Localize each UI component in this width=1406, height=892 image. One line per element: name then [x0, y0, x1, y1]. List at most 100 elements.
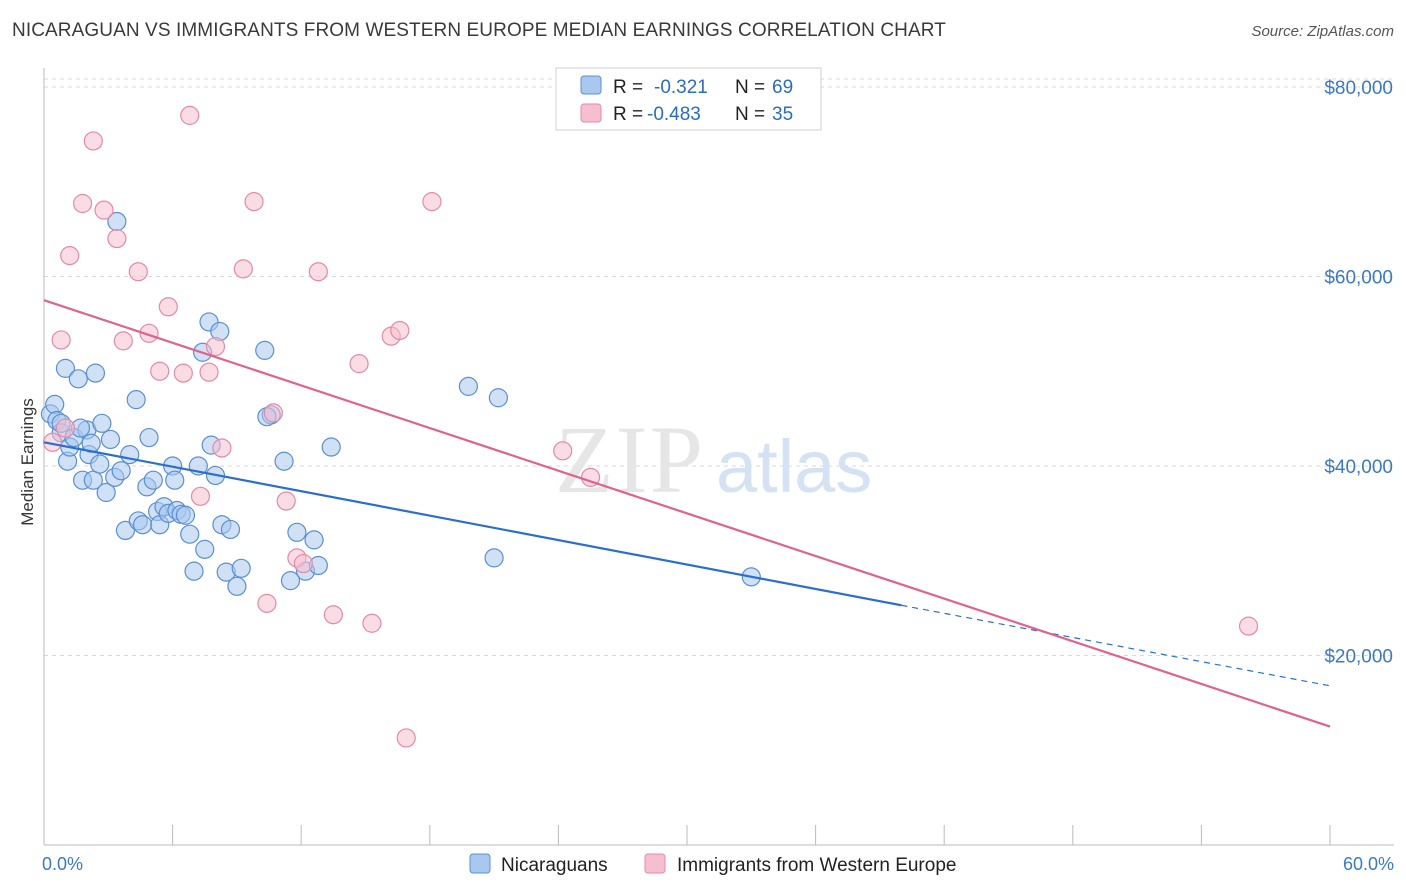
- point-western-europe: [113, 331, 133, 351]
- legend-top: R = -0.321 N = 69 R = -0.483 N = 35: [555, 67, 822, 131]
- legend-bottom-swatch-blue: [469, 853, 491, 874]
- legend-r-value-pink: -0.483: [647, 104, 701, 125]
- point-nicaraguans: [115, 520, 136, 541]
- point-western-europe: [1238, 616, 1259, 636]
- point-western-europe: [83, 131, 103, 151]
- point-nicaraguans: [287, 522, 307, 542]
- legend-n-value-pink: 35: [772, 104, 793, 125]
- legend-swatch-blue: [580, 75, 602, 95]
- series-western-europe: [42, 105, 1259, 748]
- y-tick-label: $60,000: [1324, 267, 1393, 288]
- y-axis-label: Median Earnings: [18, 398, 37, 526]
- point-western-europe: [60, 246, 80, 266]
- point-nicaraguans: [45, 394, 65, 414]
- point-western-europe: [257, 593, 277, 613]
- point-western-europe: [390, 320, 410, 341]
- point-nicaraguans: [68, 369, 88, 389]
- trendline-western-europe: [43, 299, 1331, 728]
- point-nicaraguans: [488, 388, 508, 408]
- trendline-nicaraguans: [43, 441, 902, 607]
- point-western-europe: [150, 361, 170, 381]
- point-western-europe: [72, 193, 93, 214]
- point-western-europe: [308, 262, 328, 282]
- point-nicaraguans: [274, 451, 294, 471]
- x-tick-label-min: 0.0%: [42, 854, 83, 874]
- point-nicaraguans: [321, 437, 341, 457]
- point-western-europe: [349, 354, 369, 374]
- point-western-europe: [199, 362, 219, 382]
- point-nicaraguans: [175, 505, 196, 525]
- point-western-europe: [233, 259, 253, 279]
- point-nicaraguans: [304, 530, 324, 550]
- point-western-europe: [293, 553, 313, 574]
- point-western-europe: [553, 441, 573, 461]
- point-nicaraguans: [132, 515, 153, 535]
- point-nicaraguans: [55, 358, 76, 378]
- point-western-europe: [244, 192, 264, 212]
- point-nicaraguans: [231, 558, 251, 578]
- point-western-europe: [190, 486, 211, 506]
- point-western-europe: [51, 330, 71, 350]
- point-nicaraguans: [227, 576, 247, 596]
- legend-bottom-label-blue: Nicaraguans: [501, 855, 608, 876]
- legend-r-label-pink: R =: [613, 104, 643, 125]
- point-western-europe: [362, 613, 382, 633]
- point-nicaraguans: [143, 470, 163, 490]
- point-western-europe: [396, 728, 416, 748]
- point-nicaraguans: [85, 363, 106, 383]
- chart-title: NICARAGUAN VS IMMIGRANTS FROM WESTERN EU…: [12, 20, 946, 41]
- point-western-europe: [107, 228, 127, 249]
- point-nicaraguans: [92, 413, 112, 433]
- y-tick-labels: $20,000 $40,000 $60,000 $80,000: [1324, 78, 1393, 668]
- legend-bottom-swatch-pink: [644, 853, 666, 874]
- legend-swatch-pink: [580, 103, 602, 123]
- source-label: Source: ZipAtlas.com: [1251, 23, 1394, 40]
- point-nicaraguans: [184, 561, 204, 581]
- point-western-europe: [139, 323, 159, 343]
- legend-r-value-blue: -0.321: [654, 77, 708, 98]
- point-western-europe: [180, 105, 200, 125]
- point-western-europe: [205, 336, 226, 357]
- x-tick-label-max: 60.0%: [1343, 854, 1394, 874]
- point-nicaraguans: [120, 445, 140, 465]
- trendline-nicaraguans-extension: [901, 604, 1331, 687]
- point-nicaraguans: [255, 340, 275, 360]
- point-nicaraguans: [139, 427, 159, 448]
- x-tick-marks: [43, 825, 1331, 845]
- point-nicaraguans: [100, 429, 121, 450]
- point-nicaraguans: [458, 376, 478, 396]
- point-nicaraguans: [96, 482, 116, 503]
- point-nicaraguans: [280, 571, 301, 591]
- point-western-europe: [94, 200, 114, 220]
- watermark-zip: ZIP: [555, 406, 705, 513]
- legend-bottom: Nicaraguans Immigrants from Western Euro…: [469, 853, 956, 876]
- legend-bottom-label-pink: Immigrants from Western Europe: [677, 855, 956, 876]
- point-nicaraguans: [165, 470, 185, 490]
- legend-n-label-pink: N =: [735, 104, 765, 125]
- point-western-europe: [263, 403, 283, 423]
- point-nicaraguans: [195, 539, 215, 559]
- y-tick-label: $20,000: [1324, 646, 1393, 667]
- point-western-europe: [422, 192, 442, 212]
- point-nicaraguans: [90, 454, 110, 474]
- legend-n-value-blue: 69: [772, 77, 793, 98]
- point-western-europe: [158, 297, 178, 317]
- legend-r-label-blue: R =: [613, 77, 643, 98]
- y-tick-label: $80,000: [1324, 78, 1393, 99]
- point-western-europe: [212, 438, 232, 458]
- point-western-europe: [173, 363, 193, 383]
- point-nicaraguans: [220, 519, 241, 540]
- watermark-atlas: atlas: [716, 425, 872, 508]
- y-tick-label: $40,000: [1324, 457, 1393, 478]
- point-nicaraguans: [180, 524, 200, 544]
- point-western-europe: [323, 605, 343, 625]
- point-nicaraguans: [111, 461, 131, 481]
- trend-lines: [43, 299, 1331, 728]
- point-western-europe: [55, 418, 76, 438]
- point-western-europe: [128, 262, 148, 282]
- point-western-europe: [276, 491, 296, 511]
- series-nicaraguans: [40, 211, 761, 596]
- point-western-europe: [42, 432, 63, 452]
- point-nicaraguans: [484, 548, 504, 568]
